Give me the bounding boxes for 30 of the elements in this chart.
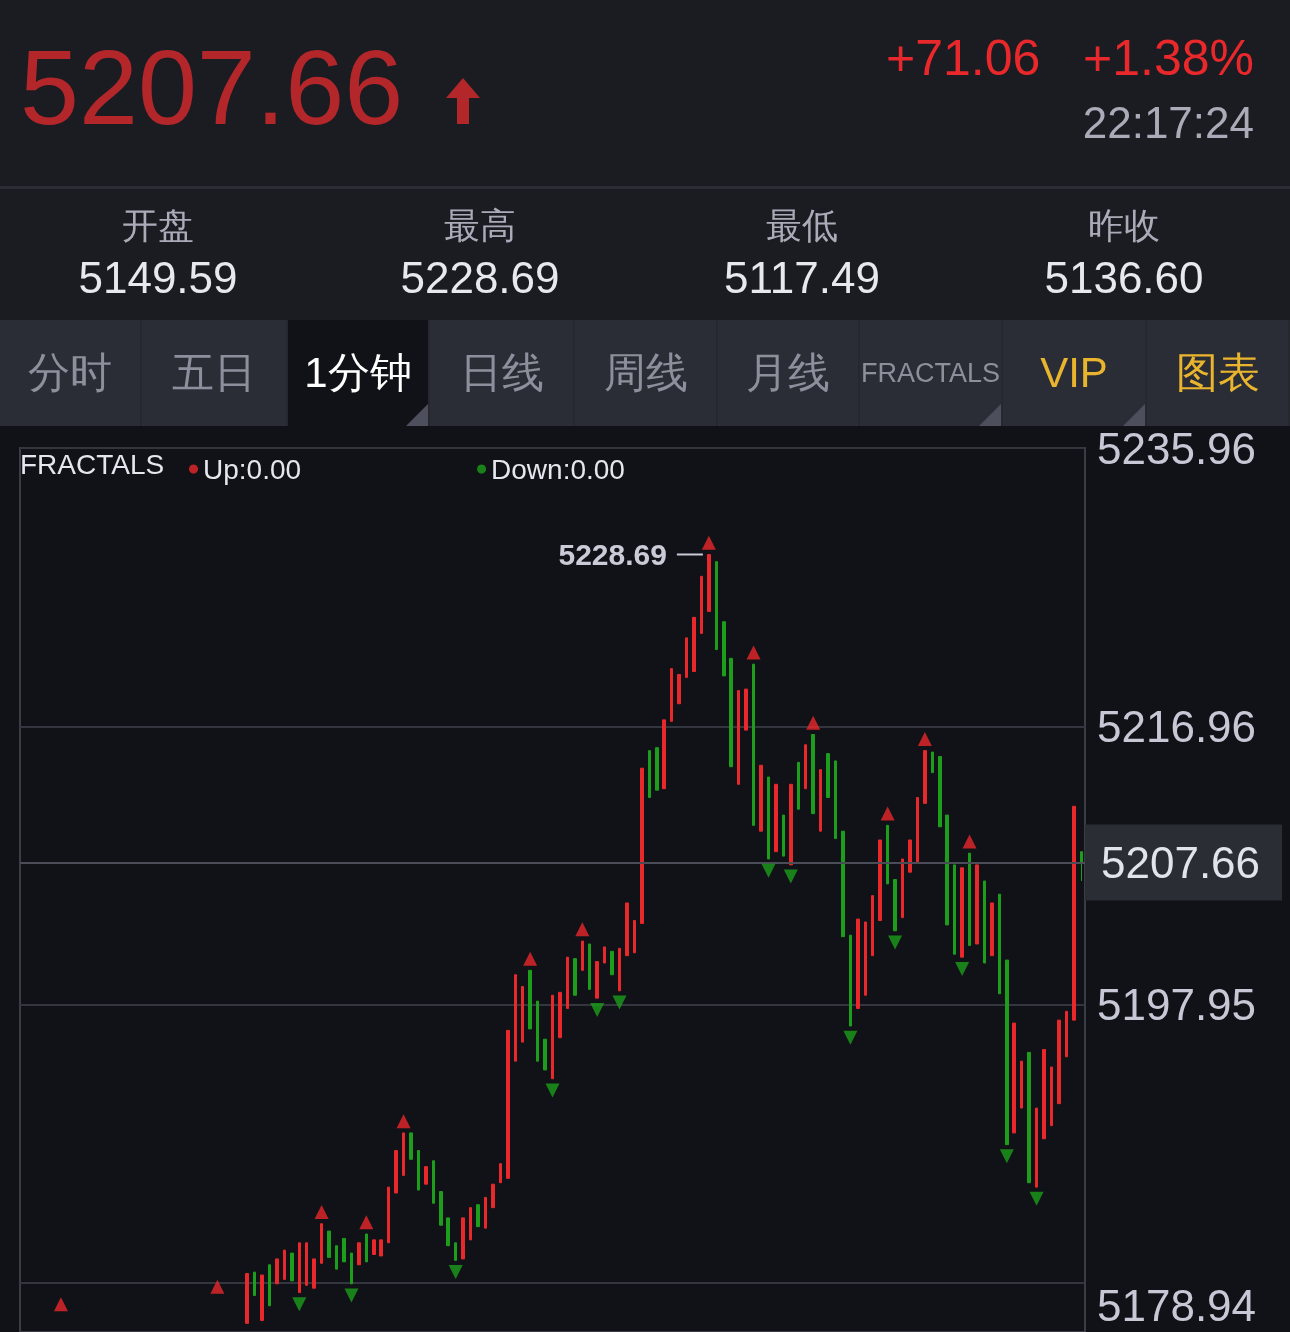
legend-label: Down:0.00 bbox=[491, 453, 625, 485]
text: 5136.60 bbox=[1043, 252, 1205, 304]
text: 分时 bbox=[0, 320, 140, 426]
text: 5117.49 bbox=[723, 252, 881, 304]
text: 月线 bbox=[718, 320, 858, 426]
legend-label: Up:0.00 bbox=[203, 453, 302, 485]
text: 周线 bbox=[575, 320, 716, 426]
y-tick-label: 5235.96 bbox=[1097, 423, 1257, 473]
text: 五日 bbox=[142, 320, 286, 426]
text: 5228.69 bbox=[399, 252, 561, 304]
text: 最高 bbox=[443, 204, 517, 248]
text: 昨收 bbox=[1087, 204, 1161, 248]
text: FRACTALS bbox=[860, 320, 1001, 426]
text: 1分钟 bbox=[288, 320, 428, 426]
text: 图表 bbox=[1175, 349, 1260, 396]
y-tick-label: 5216.96 bbox=[1097, 701, 1257, 751]
text: 22:17:24 bbox=[1082, 98, 1254, 148]
text: +71.06 bbox=[886, 30, 1041, 86]
y-tick-label: 5197.95 bbox=[1097, 980, 1257, 1030]
text: VIP bbox=[1040, 349, 1108, 396]
text: 开盘 bbox=[121, 204, 195, 248]
annotation: FRACTALS bbox=[20, 448, 165, 482]
text: 5149.59 bbox=[77, 252, 239, 304]
ref-line-label: 5207.66 bbox=[1101, 838, 1261, 888]
y-tick-label: 5178.94 bbox=[1097, 1280, 1257, 1330]
annotation: 5228.69 bbox=[558, 537, 667, 571]
text: +1.38% bbox=[1083, 30, 1254, 86]
text: 最低 bbox=[765, 204, 839, 248]
chart-title: 5207.66 bbox=[20, 27, 404, 148]
text: 日线 bbox=[430, 320, 573, 426]
